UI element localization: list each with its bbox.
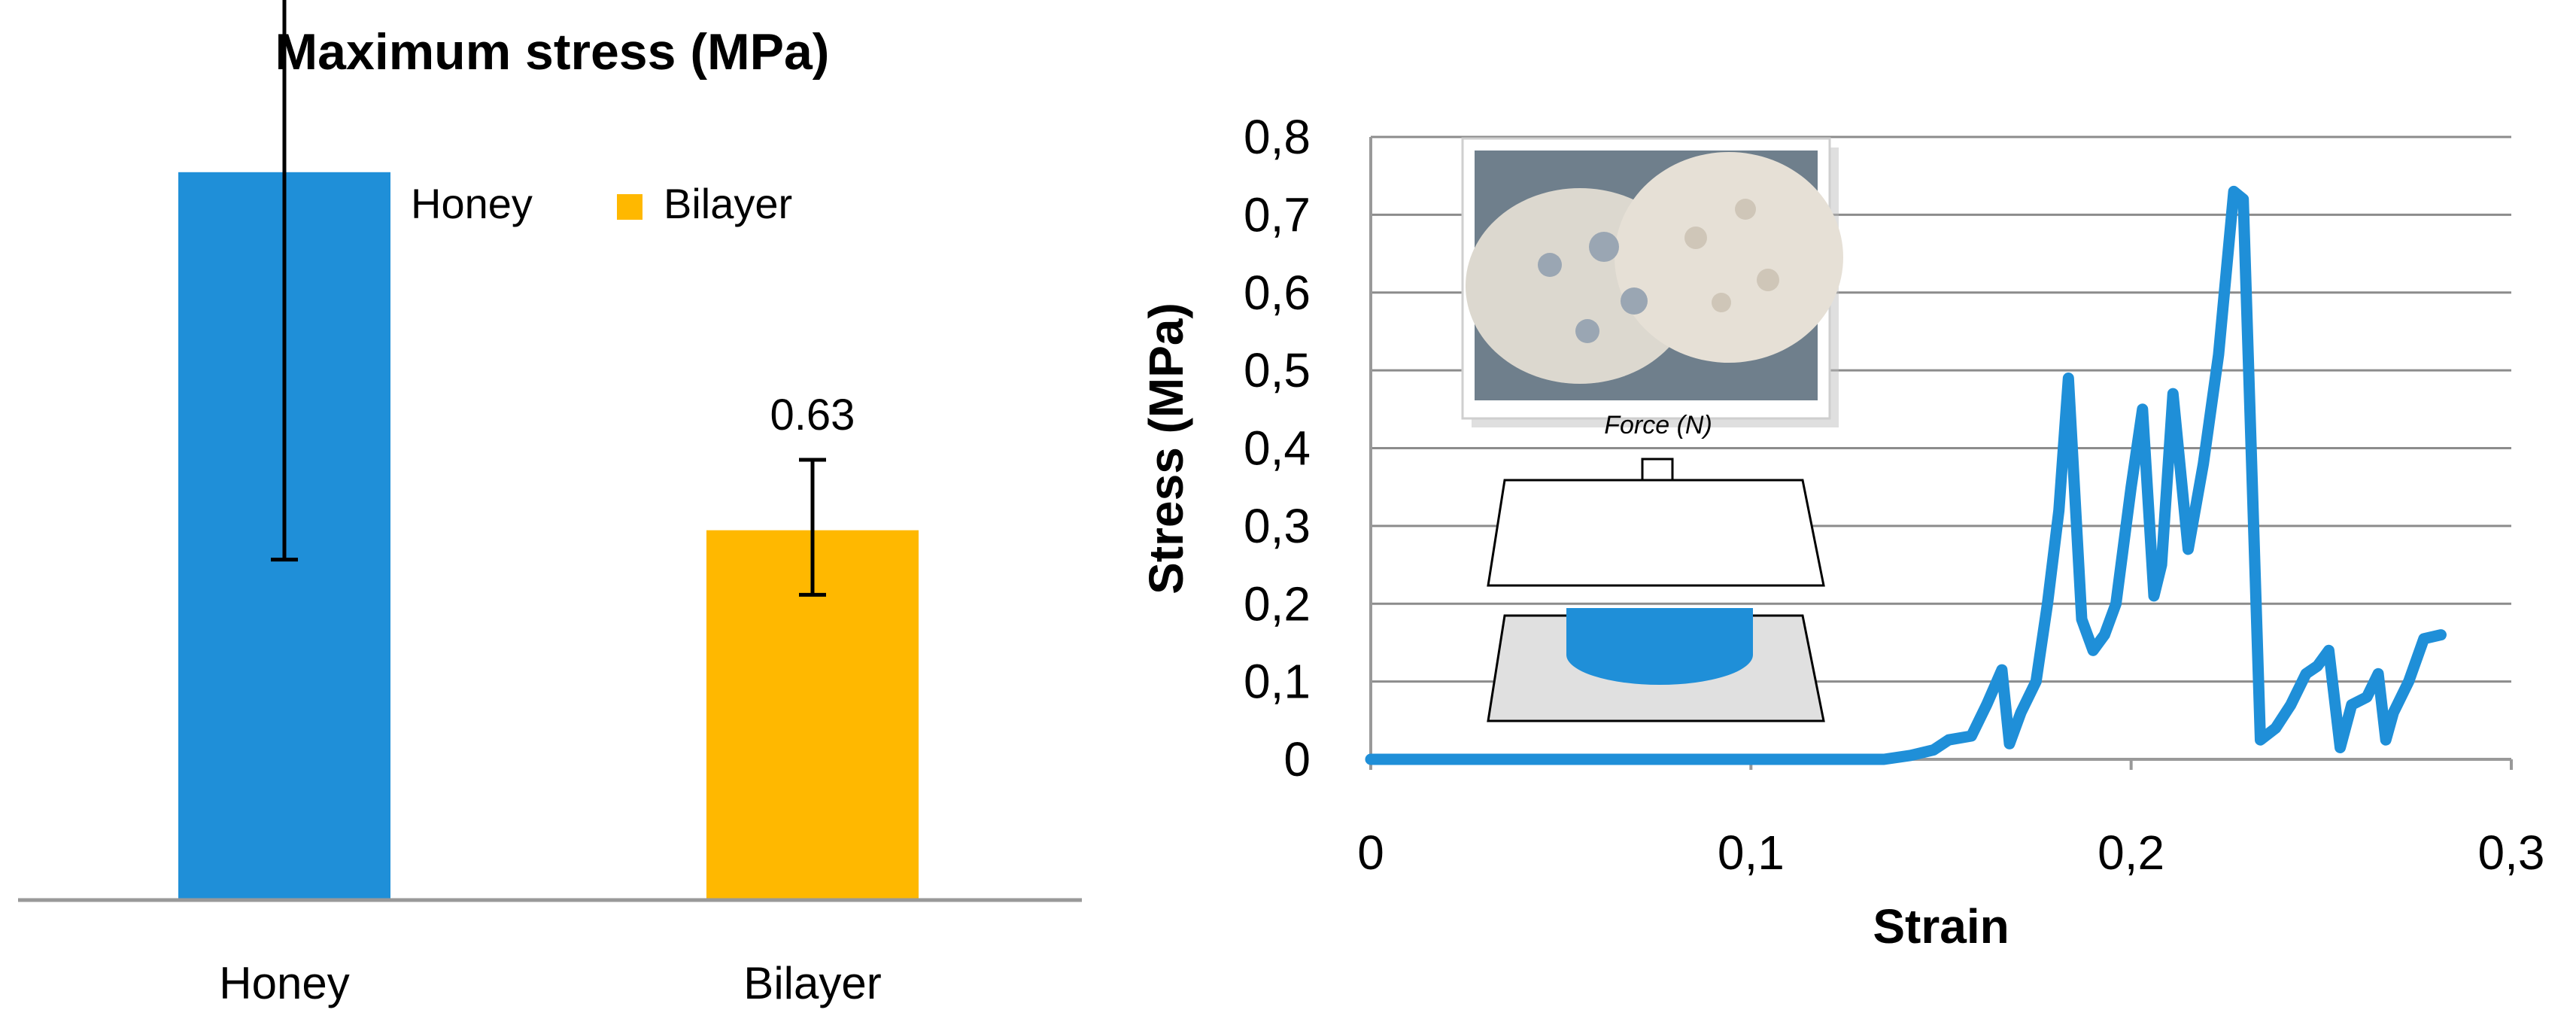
legend-swatch-bilayer [617, 194, 642, 220]
sample-cylinder [1566, 608, 1753, 685]
legend-label-honey: Honey [411, 180, 533, 227]
y-tick-label: 0,2 [1244, 576, 1311, 631]
bar-chart: Maximum stress (MPa) Honey Bilayer 1.240… [18, 0, 1082, 1008]
line-chart-y-ticks: 0 0,1 0,2 0,3 0,4 0,5 0,6 0,7 0,8 [1244, 110, 1311, 786]
sample-disc-right [1615, 152, 1843, 363]
force-label: Force (N) [1604, 411, 1712, 439]
line-chart: 0 0,1 0,2 0,3 0,4 0,5 0,6 0,7 0,8 0 0,1 0,2 0,3 For… [1139, 110, 2544, 953]
stress-strain-line [1365, 185, 2447, 765]
y-tick-label: 0,6 [1244, 266, 1311, 320]
line-chart-x-label: Strain [1873, 899, 2009, 953]
inset-illustration: Force (N) [1461, 137, 1843, 722]
bar-marks: 1.240.63 [178, 0, 919, 901]
sample-pores [1538, 232, 1648, 343]
compression-plate-top [1487, 479, 1825, 587]
y-tick-label: 0,3 [1244, 499, 1311, 553]
y-tick-label: 0,4 [1244, 421, 1311, 476]
y-tick-label: 0,5 [1244, 343, 1311, 397]
data-label-bilayer: 0.63 [770, 391, 855, 439]
y-tick-label: 0 [1283, 732, 1311, 786]
y-tick-label: 0,7 [1244, 187, 1311, 242]
y-tick-label: 0,8 [1244, 110, 1311, 164]
legend-label-bilayer: Bilayer [664, 180, 792, 227]
line-chart-y-label: Stress (MPa) [1139, 303, 1193, 595]
y-tick-label: 0,1 [1244, 655, 1311, 709]
bar-legend: Honey Bilayer [364, 180, 792, 227]
line-chart-x-ticks: 0 0,1 0,2 0,3 [1357, 759, 2544, 880]
x-tick-label: 0,3 [2478, 826, 2545, 880]
x-tick-label: 0,2 [2098, 826, 2164, 880]
sample-pores-right [1684, 199, 1779, 312]
bar-category-label-bilayer: Bilayer [743, 958, 881, 1008]
bar-category-label-honey: Honey [219, 958, 349, 1008]
x-tick-label: 0,1 [1718, 826, 1785, 880]
x-tick-label: 0 [1357, 826, 1384, 880]
bar-chart-title: Maximum stress (MPa) [275, 23, 830, 81]
